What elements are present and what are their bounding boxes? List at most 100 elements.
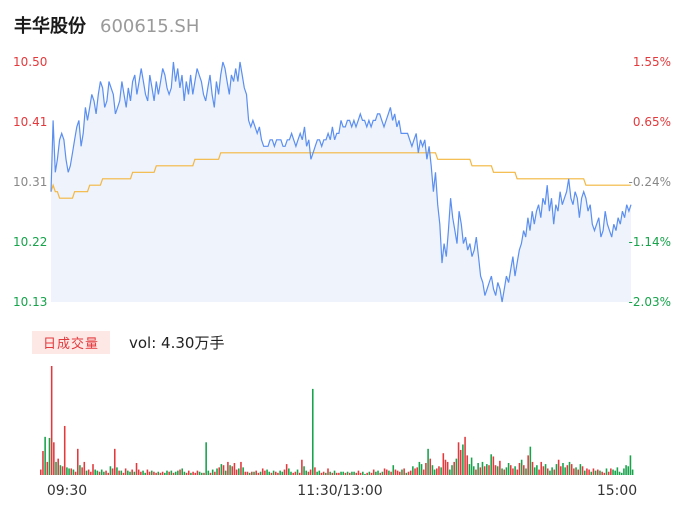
volume-bar [137,469,140,475]
y-tick-right: -1.14% [629,235,671,249]
volume-bar [133,471,136,475]
volume-bar [466,455,469,475]
volume-bar [449,469,451,475]
y-tick-left: 10.13 [13,295,47,309]
volume-bar [257,472,260,475]
volume-bar [327,468,329,475]
volume-bar [477,463,479,475]
x-tick-label: 11:30/13:00 [297,483,382,499]
volume-bar [490,454,492,475]
volume-bar [279,470,281,475]
volume-bar [597,469,599,475]
volume-bar [344,472,347,475]
volume-bar [577,469,579,475]
volume-bar [475,469,477,475]
volume-bar [185,472,188,475]
volume-bar [196,470,199,475]
volume-bar [457,442,460,475]
volume-bar [218,467,220,475]
volume-bar [96,470,99,475]
volume-bar [362,471,364,475]
volume-bar [224,470,227,475]
volume-bar [557,459,560,475]
volume-bar [470,457,473,475]
volume-bar [607,471,610,475]
volume-bar [207,470,210,475]
volume-bar [488,465,490,475]
volume-bar [353,471,355,475]
volume-bar [377,470,379,475]
x-axis: 09:30 11:30/13:00 15:00 [47,483,637,499]
volume-bar [253,471,255,475]
volume-bar [357,470,360,475]
volume-bar [555,464,558,475]
y-tick-right: -0.24% [629,175,671,189]
volume-bar [346,471,349,475]
volume-bar [81,467,83,475]
volume-bar [294,471,297,475]
volume-bar [87,469,90,475]
volume-bar [255,470,257,475]
volume-bar [459,449,462,475]
volume-bar [536,465,538,475]
volume-bar [335,472,338,475]
volume-bar [418,461,421,475]
stock-name: 丰华股份 [14,16,86,37]
volume-bar [562,463,564,475]
volume-bar [405,472,408,475]
volume-bar [566,465,569,475]
volume-bar [74,471,77,475]
volume-bar [407,471,410,475]
volume-bar [603,472,606,475]
volume-bar [190,472,192,475]
volume-bar [560,466,562,475]
volume-bar [177,470,179,475]
volume-bar [575,467,577,475]
y-tick-left: 10.31 [13,175,47,189]
volume-bar [201,472,203,475]
volume-bar [309,469,312,475]
volume-bar [385,469,388,475]
y-tick-left: 10.50 [13,55,47,69]
volume-bar [227,461,229,475]
volume-bar [150,470,153,475]
volume-bar [316,471,318,475]
volume-bar [103,471,105,475]
volume-bar [244,471,247,475]
volume-bar [509,465,512,475]
volume-bar [499,460,501,475]
volume-bar [627,466,630,475]
volume-bar [63,425,66,475]
volume-bar [59,465,62,475]
volume-bar [270,472,273,475]
volume-bar [100,469,103,475]
volume-bar [610,468,612,475]
volume-bar [518,463,521,475]
volume-bar [307,471,310,475]
volume-bar [98,471,101,475]
volume-bar [551,467,553,475]
volume-bar [214,471,216,475]
volume-bar [507,463,510,475]
volume-bar [124,468,127,475]
volume-bar [620,472,623,475]
volume-bar [205,442,207,475]
volume-bar [111,468,114,475]
volume-bar [129,471,131,475]
volume-bar [94,469,96,475]
y-tick-right: 1.55% [633,55,671,69]
volume-bar [348,472,351,475]
volume-bar [127,470,129,475]
volume-bar [494,465,497,475]
volume-bar [131,469,133,475]
volume-bar [372,469,375,475]
volume-bar [157,471,160,475]
volume-bar [183,471,186,475]
volume-bar [290,471,292,475]
volume-bar [90,471,92,475]
volume-bar [375,471,377,475]
volume-bar [359,472,362,475]
volume-bar [135,463,138,475]
volume-bar [331,472,334,475]
volume-bar [231,466,234,475]
